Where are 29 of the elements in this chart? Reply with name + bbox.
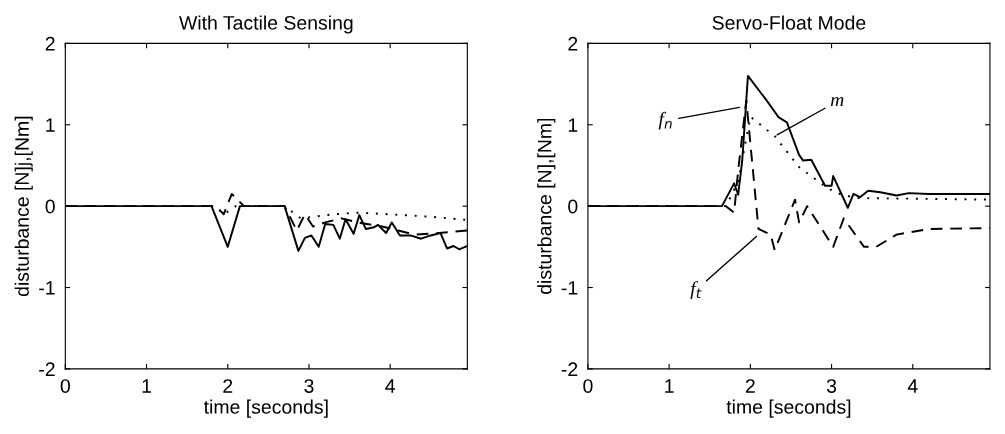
x-tick-label: 3 [304, 379, 314, 393]
x-tick-label: 4 [907, 379, 918, 393]
chart-title: With Tactile Sensing [179, 15, 353, 34]
y-tick-label: -1 [39, 281, 55, 295]
y-tick-label: -2 [39, 362, 55, 376]
x-tick-label: 3 [826, 379, 837, 393]
x-tick-label: 2 [745, 379, 755, 393]
y-tick-label: 2 [568, 36, 578, 51]
y-tick-label: 1 [568, 118, 578, 132]
x-tick-label: 4 [385, 379, 396, 393]
chart-title: Servo-Float Mode [712, 15, 866, 30]
x-axis-title: time [seconds] [726, 399, 851, 418]
annotation: m [830, 96, 844, 107]
x-tick-label: 1 [665, 379, 674, 393]
x-tick-label: 1 [142, 379, 151, 393]
annotation: f$_{t}$ [690, 281, 702, 299]
x-tick-label: 0 [60, 379, 70, 393]
x-axis-title: time [seconds] [203, 399, 328, 418]
y-axis-title: disturbance [N]j,[Nm] [14, 116, 33, 297]
x-tick-label: 2 [223, 379, 233, 393]
annotation: f$_{n}$ [658, 111, 672, 130]
y-tick-label: 0 [568, 199, 578, 214]
x-tick-label: 0 [583, 379, 593, 393]
y-tick-label: -2 [561, 362, 578, 376]
y-tick-label: 2 [45, 36, 55, 51]
y-tick-label: 0 [45, 199, 55, 214]
y-axis-title: disturbance [N],[Nm] [537, 118, 556, 294]
y-tick-label: -1 [561, 281, 578, 295]
y-tick-label: 1 [46, 118, 55, 132]
